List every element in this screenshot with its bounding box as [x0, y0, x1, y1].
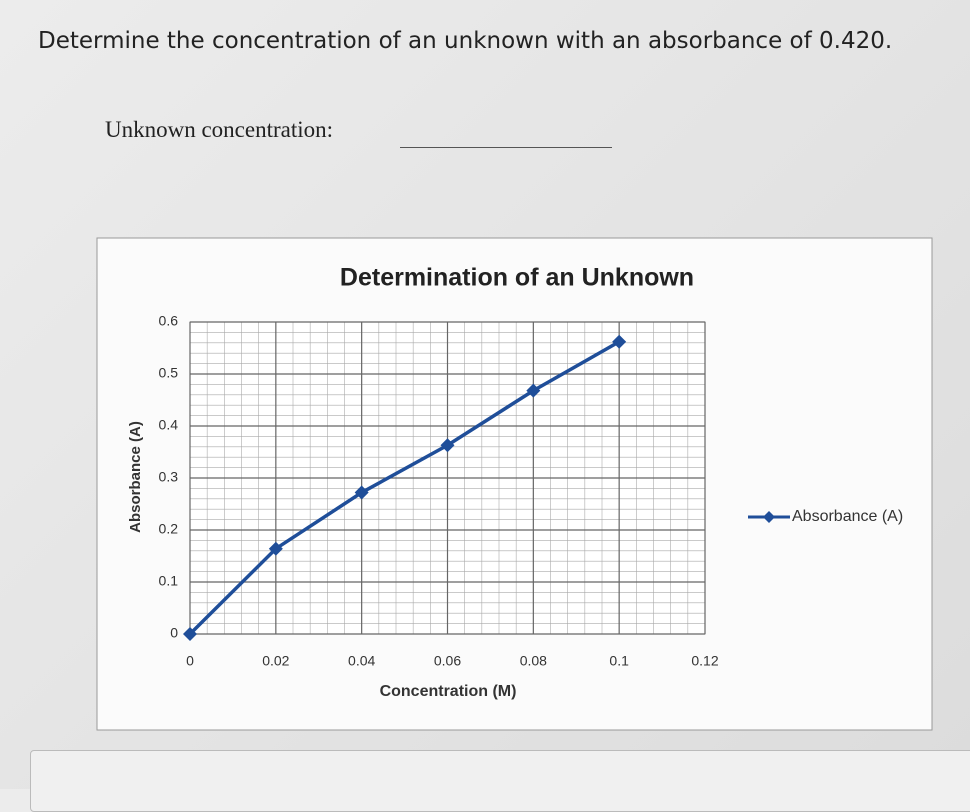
- y-axis-label: Absorbance (A): [127, 421, 144, 533]
- y-tick-label: 0.3: [159, 469, 179, 485]
- y-tick-label: 0.6: [159, 313, 179, 329]
- x-tick-label: 0.1: [609, 653, 629, 669]
- series-line: [188, 340, 621, 636]
- answer-box[interactable]: [30, 750, 970, 812]
- data-point: [526, 383, 541, 398]
- x-tick-label: 0.12: [691, 653, 718, 669]
- y-tick-label: 0.5: [159, 365, 179, 381]
- data-point: [354, 485, 369, 500]
- legend-marker: [763, 511, 775, 523]
- data-point: [268, 541, 283, 556]
- data-point: [440, 438, 455, 453]
- x-tick-label: 0: [186, 653, 194, 669]
- y-tick-label: 0.1: [159, 573, 179, 589]
- answer-blank[interactable]: [400, 147, 612, 148]
- page: Determine the concentration of an unknow…: [30, 28, 970, 812]
- x-axis-label: Concentration (M): [380, 683, 517, 700]
- x-tick-label: 0.06: [434, 653, 461, 669]
- y-tick-label: 0: [170, 625, 178, 641]
- question: Determine the concentration of an unknow…: [38, 28, 893, 54]
- x-tick-label: 0.08: [520, 653, 547, 669]
- data-point: [183, 627, 197, 641]
- legend-label: Absorbance (A): [792, 508, 903, 525]
- data-point: [612, 334, 627, 349]
- y-tick-label: 0.2: [159, 521, 179, 537]
- x-tick-label: 0.02: [262, 653, 289, 669]
- answer-label: Unknown concentration:: [105, 117, 334, 142]
- chart: Determination of an Unknown Concentratio…: [96, 237, 933, 731]
- chart-title: Determination of an Unknown: [340, 264, 694, 292]
- x-tick-label: 0.04: [348, 653, 375, 669]
- y-tick-label: 0.4: [159, 417, 179, 433]
